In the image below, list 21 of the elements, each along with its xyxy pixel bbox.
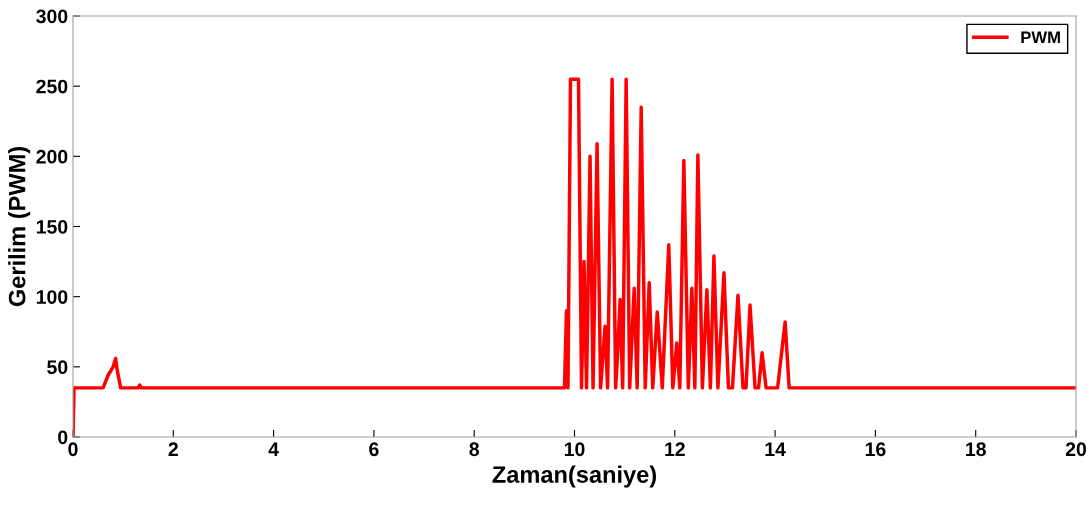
y-tick-label: 200 [36, 149, 68, 164]
x-tick-label: 6 [369, 442, 379, 457]
x-tick-label: 10 [564, 442, 585, 457]
y-tick-label: 50 [47, 360, 68, 375]
x-tick-label: 12 [665, 442, 685, 456]
x-tick-label: 16 [865, 442, 886, 457]
x-tick-label: 0 [68, 442, 78, 457]
x-tick-label: 18 [966, 442, 986, 457]
x-tick-label: 14 [765, 442, 786, 456]
x-tick-label: 4 [268, 442, 279, 456]
x-tick-label: 2 [168, 442, 178, 456]
legend-label: PWM [1021, 31, 1060, 44]
y-axis-title: Gerilim (PWM) [8, 147, 31, 307]
x-tick-label: 8 [469, 442, 480, 457]
x-tick-label: 20 [1065, 442, 1087, 457]
y-tick-label: 300 [36, 9, 68, 24]
y-tick-label: 250 [36, 79, 68, 94]
x-axis-title: Zaman(saniye) [492, 465, 656, 488]
y-tick-label: 150 [36, 219, 68, 234]
y-tick-label: 100 [36, 290, 68, 304]
y-tick-label: 0 [58, 430, 68, 445]
